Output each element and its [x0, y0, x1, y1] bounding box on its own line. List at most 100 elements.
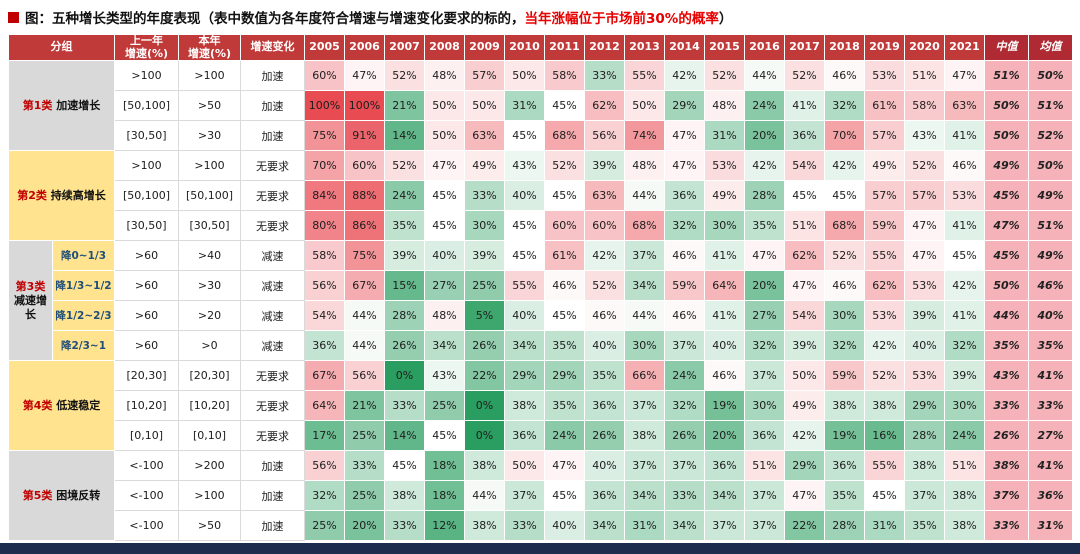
header-year-2020: 2020	[904, 33, 945, 62]
group-class-label: 第1类	[22, 98, 53, 112]
heat-cell-2007: 14%	[384, 420, 425, 452]
heat-cell-2006: 21%	[344, 390, 385, 422]
heat-cell-2012: 42%	[584, 240, 625, 272]
heat-cell-2021: 41%	[944, 300, 985, 332]
growth-change-cell: 减速	[240, 330, 305, 362]
heat-cell-2016: 32%	[744, 330, 785, 362]
median-cell: 49%	[984, 150, 1029, 182]
mean-cell: 49%	[1028, 240, 1073, 272]
curr-growth-cell: [10,20]	[178, 390, 241, 422]
heat-cell-2009: 38%	[464, 450, 505, 482]
heat-cell-2011: 61%	[544, 240, 585, 272]
heat-cell-2018: 32%	[824, 330, 865, 362]
header-year-2011: 2011	[544, 33, 585, 62]
median-cell: 43%	[984, 360, 1029, 392]
heat-cell-2014: 32%	[664, 390, 705, 422]
curr-growth-cell: >200	[178, 450, 241, 482]
header-year-2015: 2015	[704, 33, 745, 62]
heat-cell-2020: 43%	[904, 120, 945, 152]
heat-cell-2012: 46%	[584, 300, 625, 332]
heat-cell-2016: 30%	[744, 390, 785, 422]
footer-bar	[0, 543, 1080, 554]
heat-cell-2009: 5%	[464, 300, 505, 332]
mean-cell: 27%	[1028, 420, 1073, 452]
heat-cell-2018: 68%	[824, 210, 865, 242]
heat-cell-2017: 54%	[784, 300, 825, 332]
heat-cell-2019: 16%	[864, 420, 905, 452]
heat-cell-2012: 26%	[584, 420, 625, 452]
growth-change-cell: 加速	[240, 480, 305, 512]
heat-cell-2020: 47%	[904, 210, 945, 242]
growth-change-cell: 减速	[240, 300, 305, 332]
growth-change-cell: 加速	[240, 510, 305, 542]
heat-cell-2018: 45%	[824, 180, 865, 212]
heat-cell-2015: 46%	[704, 360, 745, 392]
heat-cell-2009: 57%	[464, 60, 505, 92]
heat-cell-2013: 55%	[624, 60, 665, 92]
prev-growth-cell: [30,50]	[114, 210, 179, 242]
heat-cell-2009: 49%	[464, 150, 505, 182]
heat-cell-2009: 39%	[464, 240, 505, 272]
group-class-label: 第5类	[22, 488, 53, 502]
heat-cell-2010: 45%	[504, 210, 545, 242]
heat-cell-2014: 33%	[664, 480, 705, 512]
heat-cell-2019: 45%	[864, 480, 905, 512]
heat-cell-2018: 32%	[824, 90, 865, 122]
heat-cell-2009: 25%	[464, 270, 505, 302]
heat-cell-2013: 48%	[624, 150, 665, 182]
mean-cell: 41%	[1028, 360, 1073, 392]
heat-cell-2017: 29%	[784, 450, 825, 482]
group-label: 第4类 低速稳定	[8, 360, 115, 452]
heat-cell-2012: 40%	[584, 450, 625, 482]
heat-cell-2015: 19%	[704, 390, 745, 422]
heat-cell-2018: 28%	[824, 510, 865, 542]
curr-growth-cell: [30,50]	[178, 210, 241, 242]
heat-cell-2017: 51%	[784, 210, 825, 242]
heat-cell-2015: 41%	[704, 240, 745, 272]
prev-growth-cell: <-100	[114, 510, 179, 542]
heat-cell-2008: 48%	[424, 60, 465, 92]
heat-cell-2011: 35%	[544, 390, 585, 422]
heat-cell-2013: 37%	[624, 240, 665, 272]
heat-cell-2015: 20%	[704, 420, 745, 452]
median-cell: 50%	[984, 270, 1029, 302]
heat-cell-2011: 45%	[544, 180, 585, 212]
heat-cell-2011: 24%	[544, 420, 585, 452]
heat-cell-2014: 29%	[664, 90, 705, 122]
heat-cell-2008: 48%	[424, 300, 465, 332]
curr-growth-cell: >20	[178, 300, 241, 332]
median-cell: 33%	[984, 510, 1029, 542]
heat-cell-2007: 24%	[384, 180, 425, 212]
heat-cell-2015: 31%	[704, 120, 745, 152]
heat-cell-2015: 41%	[704, 300, 745, 332]
curr-growth-cell: [0,10]	[178, 420, 241, 452]
heat-cell-2012: 35%	[584, 360, 625, 392]
heat-cell-2012: 36%	[584, 480, 625, 512]
median-cell: 37%	[984, 480, 1029, 512]
header-year-2013: 2013	[624, 33, 665, 62]
heat-cell-2021: 45%	[944, 240, 985, 272]
prev-growth-cell: [0,10]	[114, 420, 179, 452]
heat-cell-2005: 58%	[304, 240, 345, 272]
heat-cell-2014: 47%	[664, 150, 705, 182]
heat-cell-2018: 38%	[824, 390, 865, 422]
heat-cell-2019: 57%	[864, 120, 905, 152]
heat-cell-2019: 62%	[864, 270, 905, 302]
mean-cell: 49%	[1028, 180, 1073, 212]
heat-cell-2011: 45%	[544, 480, 585, 512]
heat-cell-2008: 40%	[424, 240, 465, 272]
heat-cell-2013: 44%	[624, 300, 665, 332]
heat-cell-2017: 39%	[784, 330, 825, 362]
prev-growth-cell: [20,30]	[114, 360, 179, 392]
group-class-label: 第2类	[17, 188, 47, 202]
prev-growth-cell: >60	[114, 330, 179, 362]
heat-cell-2014: 46%	[664, 240, 705, 272]
mean-cell: 50%	[1028, 60, 1073, 92]
heat-cell-2006: 67%	[344, 270, 385, 302]
heat-cell-2015: 64%	[704, 270, 745, 302]
growth-change-cell: 加速	[240, 90, 305, 122]
prev-growth-cell: >100	[114, 60, 179, 92]
heat-cell-2017: 62%	[784, 240, 825, 272]
heat-cell-2016: 37%	[744, 480, 785, 512]
median-cell: 45%	[984, 240, 1029, 272]
